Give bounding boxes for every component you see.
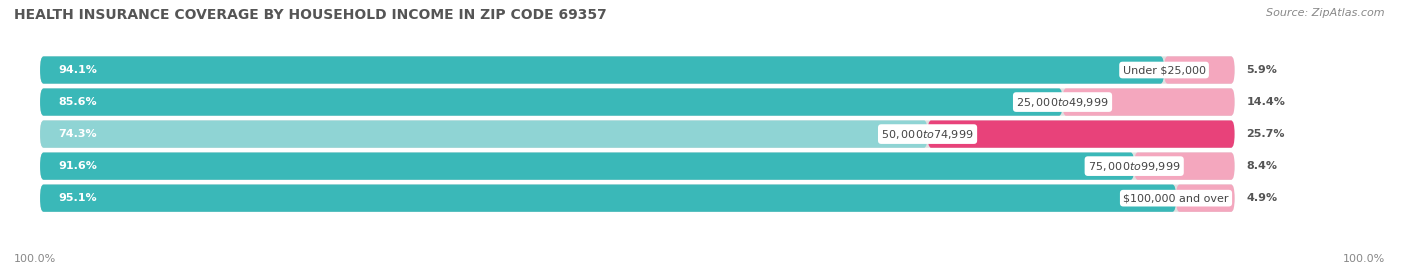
FancyBboxPatch shape bbox=[39, 89, 1063, 116]
FancyBboxPatch shape bbox=[39, 121, 1234, 148]
FancyBboxPatch shape bbox=[1175, 185, 1234, 212]
Text: 8.4%: 8.4% bbox=[1247, 161, 1278, 171]
FancyBboxPatch shape bbox=[39, 121, 928, 148]
FancyBboxPatch shape bbox=[1164, 56, 1234, 84]
FancyBboxPatch shape bbox=[39, 153, 1234, 180]
Text: $25,000 to $49,999: $25,000 to $49,999 bbox=[1017, 95, 1109, 109]
Text: 100.0%: 100.0% bbox=[1343, 254, 1385, 264]
Text: $100,000 and over: $100,000 and over bbox=[1123, 193, 1229, 203]
Text: $50,000 to $74,999: $50,000 to $74,999 bbox=[882, 128, 974, 141]
Text: 94.1%: 94.1% bbox=[58, 65, 97, 75]
FancyBboxPatch shape bbox=[1063, 89, 1234, 116]
FancyBboxPatch shape bbox=[928, 121, 1234, 148]
FancyBboxPatch shape bbox=[1135, 153, 1234, 180]
FancyBboxPatch shape bbox=[39, 153, 1135, 180]
Text: 85.6%: 85.6% bbox=[58, 97, 97, 107]
FancyBboxPatch shape bbox=[39, 56, 1164, 84]
Text: 25.7%: 25.7% bbox=[1247, 129, 1285, 139]
Text: 4.9%: 4.9% bbox=[1247, 193, 1278, 203]
Text: $75,000 to $99,999: $75,000 to $99,999 bbox=[1088, 160, 1181, 173]
Text: 14.4%: 14.4% bbox=[1247, 97, 1285, 107]
FancyBboxPatch shape bbox=[39, 185, 1175, 212]
Text: 100.0%: 100.0% bbox=[14, 254, 56, 264]
Text: 95.1%: 95.1% bbox=[58, 193, 97, 203]
FancyBboxPatch shape bbox=[39, 56, 1234, 84]
Text: Under $25,000: Under $25,000 bbox=[1122, 65, 1205, 75]
Text: 74.3%: 74.3% bbox=[58, 129, 97, 139]
Text: 5.9%: 5.9% bbox=[1247, 65, 1278, 75]
FancyBboxPatch shape bbox=[39, 89, 1234, 116]
FancyBboxPatch shape bbox=[39, 185, 1234, 212]
Text: Source: ZipAtlas.com: Source: ZipAtlas.com bbox=[1267, 8, 1385, 18]
Text: HEALTH INSURANCE COVERAGE BY HOUSEHOLD INCOME IN ZIP CODE 69357: HEALTH INSURANCE COVERAGE BY HOUSEHOLD I… bbox=[14, 8, 607, 22]
Text: 91.6%: 91.6% bbox=[58, 161, 97, 171]
